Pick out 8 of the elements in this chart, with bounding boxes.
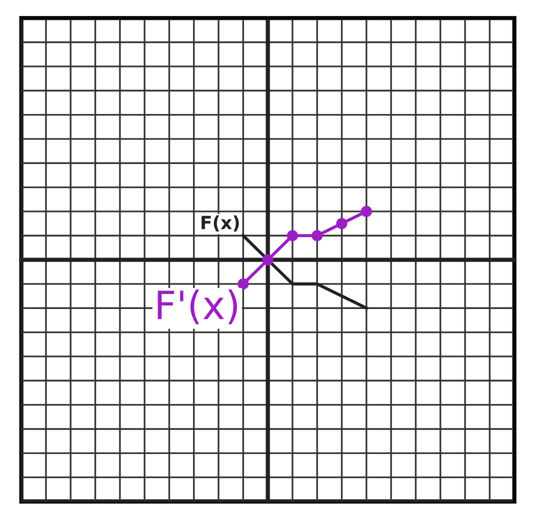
point	[360, 206, 372, 218]
point	[312, 230, 323, 242]
annotation: F'(x)	[158, 290, 238, 324]
point	[262, 254, 274, 266]
point	[238, 278, 249, 290]
annotation: F(x)	[202, 215, 239, 232]
point	[336, 218, 348, 230]
point	[286, 230, 298, 242]
